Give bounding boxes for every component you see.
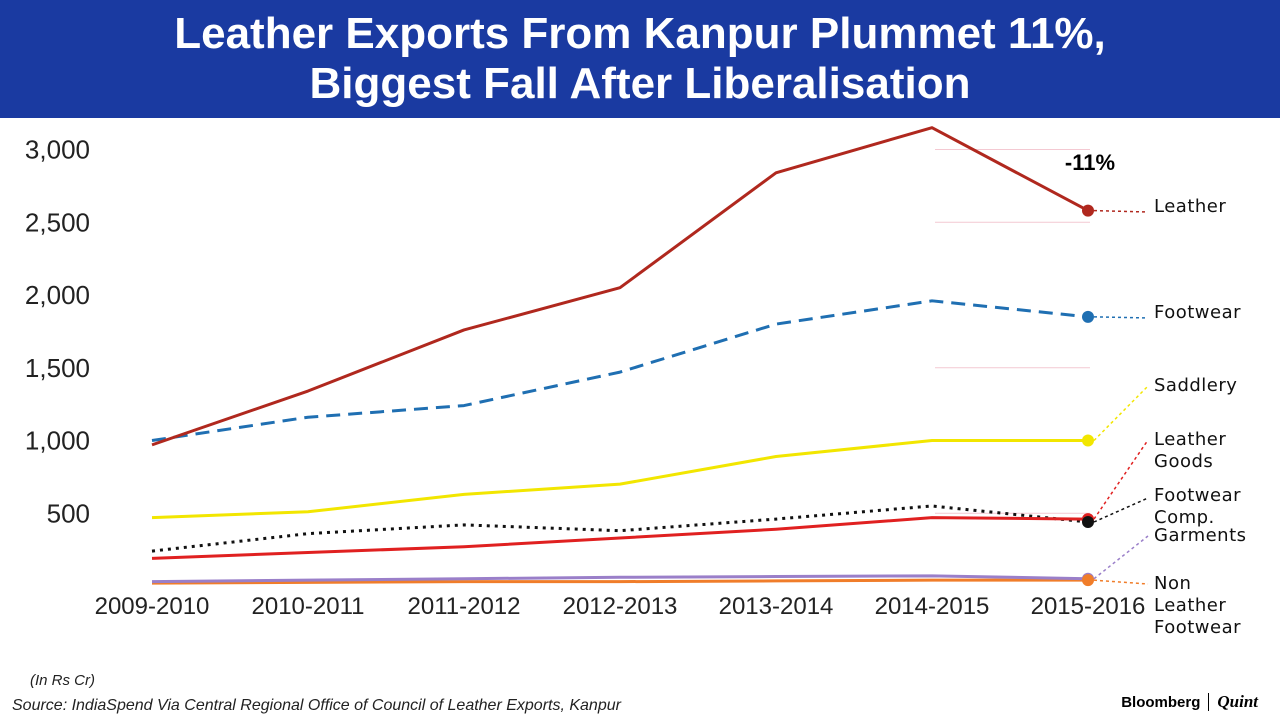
series-line-footwear [151,299,1089,442]
y-tick-label: 3,000 [25,135,90,165]
source-note: Source: IndiaSpend Via Central Regional … [12,697,621,714]
x-tick-label: 2010-2011 [252,593,365,620]
chart-title-line-1: Leather Exports From Kanpur Plummet 11%, [174,9,1106,58]
series-line-leather [151,126,1089,447]
brand-quint: Quint [1217,692,1258,711]
series-line-saddlery [151,439,1088,520]
label-leader-line [1093,209,1149,213]
end-marker [1082,434,1094,447]
x-tick-label: 2015-2016 [1031,593,1146,620]
x-tick-label: 2011-2012 [408,593,521,620]
label-leader-line [1093,579,1149,585]
label-leader-line [1093,316,1149,319]
line-chart: 500 1,000 1,500 2,000 2,500 3,000 2009-2010 201… [25,126,1247,638]
y-tick-label: 2,000 [25,280,90,310]
y-tick-label: 1,000 [25,426,90,456]
end-marker [1082,574,1094,587]
brand-logo: Bloomberg Quint [1121,692,1258,712]
label-leader-line [1093,535,1149,580]
end-marker [1082,515,1094,528]
brand-divider [1208,693,1210,711]
series-line-non-leather-footwear [151,578,1088,585]
series-label: Footwear [1154,617,1241,638]
x-tick-label: 2013-2014 [719,593,834,620]
series-label: Goods [1154,451,1213,472]
series-label: Footwear [1154,302,1241,323]
x-tick-label: 2014-2015 [875,593,990,620]
series-label: Comp. [1154,507,1215,528]
label-leader-line [1093,439,1149,520]
series-label: Footwear [1154,485,1241,506]
series-line-garments [151,574,1089,584]
change-annotation: -11% [1065,150,1115,175]
series-label: Garments [1154,525,1247,546]
title-banner: Leather Exports From Kanpur Plummet 11%,… [0,0,1280,118]
series-label: Saddlery [1154,375,1237,396]
chart-title-line-2: Biggest Fall After Liberalisation [309,59,971,108]
brand-bloomberg: Bloomberg [1121,693,1201,711]
label-leader-line [1093,385,1149,442]
series-line-leather-goods [151,516,1089,560]
series-label: Leather [1154,595,1226,616]
label-leader-line [1093,497,1149,523]
end-marker [1082,310,1094,323]
series-label: Leather [1154,196,1226,217]
y-tick-label: 1,500 [25,353,90,383]
y-tick-label: 500 [47,498,90,528]
series-label: Leather [1154,429,1226,450]
unit-note: (In Rs Cr) [30,672,95,689]
end-marker [1082,204,1094,217]
series-label: Non [1154,573,1191,594]
y-tick-label: 2,500 [25,207,90,237]
x-tick-label: 2012-2013 [563,593,678,620]
x-tick-label: 2009-2010 [95,593,210,620]
